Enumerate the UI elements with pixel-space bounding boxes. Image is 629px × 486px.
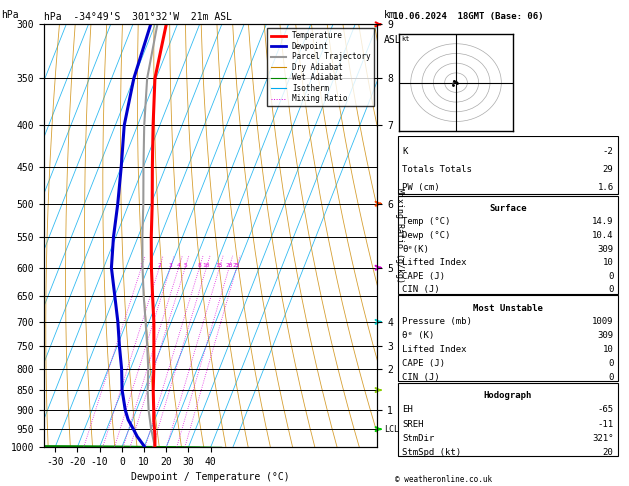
Text: LCL: LCL <box>384 425 399 434</box>
Text: 309: 309 <box>598 244 613 254</box>
Text: hPa: hPa <box>1 10 18 20</box>
Text: Temp (°C): Temp (°C) <box>403 217 451 226</box>
Text: kt: kt <box>402 36 410 42</box>
Text: CIN (J): CIN (J) <box>403 285 440 295</box>
Text: 0: 0 <box>608 373 613 382</box>
Text: 1009: 1009 <box>592 317 613 327</box>
Text: 10: 10 <box>603 258 613 267</box>
Text: 2: 2 <box>157 263 161 268</box>
Text: Pressure (mb): Pressure (mb) <box>403 317 472 327</box>
Text: 20: 20 <box>225 263 233 268</box>
Text: 29: 29 <box>603 165 613 174</box>
Text: 20: 20 <box>603 448 613 457</box>
Text: PW (cm): PW (cm) <box>403 183 440 192</box>
Text: 4: 4 <box>177 263 181 268</box>
Text: StmSpd (kt): StmSpd (kt) <box>403 448 462 457</box>
Text: CIN (J): CIN (J) <box>403 373 440 382</box>
Text: Hodograph: Hodograph <box>484 391 532 400</box>
Text: 15: 15 <box>216 263 223 268</box>
Text: 25: 25 <box>233 263 240 268</box>
Text: CAPE (J): CAPE (J) <box>403 359 445 368</box>
Bar <box>398 136 618 194</box>
Text: © weatheronline.co.uk: © weatheronline.co.uk <box>395 474 492 484</box>
Text: EH: EH <box>403 405 413 415</box>
Text: Surface: Surface <box>489 204 526 213</box>
Text: 10.06.2024  18GMT (Base: 06): 10.06.2024 18GMT (Base: 06) <box>393 12 543 21</box>
Text: 1: 1 <box>140 263 143 268</box>
Text: SREH: SREH <box>403 419 424 429</box>
Text: 10: 10 <box>603 345 613 354</box>
Text: Lifted Index: Lifted Index <box>403 258 467 267</box>
Text: 0: 0 <box>608 285 613 295</box>
X-axis label: Dewpoint / Temperature (°C): Dewpoint / Temperature (°C) <box>131 472 290 483</box>
Text: θᵉ(K): θᵉ(K) <box>403 244 429 254</box>
Text: -11: -11 <box>598 419 613 429</box>
Text: 1.6: 1.6 <box>598 183 613 192</box>
Text: km: km <box>384 10 396 20</box>
Text: Dewp (°C): Dewp (°C) <box>403 231 451 240</box>
Bar <box>398 195 618 294</box>
Text: 0: 0 <box>608 272 613 281</box>
Text: 321°: 321° <box>592 434 613 443</box>
Text: 5: 5 <box>183 263 187 268</box>
Bar <box>398 383 618 456</box>
Text: 10: 10 <box>203 263 210 268</box>
Text: 309: 309 <box>598 331 613 340</box>
Text: 8: 8 <box>198 263 201 268</box>
Bar <box>398 295 618 381</box>
Text: hPa  -34°49'S  301°32'W  21m ASL: hPa -34°49'S 301°32'W 21m ASL <box>44 12 232 22</box>
Text: θᵉ (K): θᵉ (K) <box>403 331 435 340</box>
Text: StmDir: StmDir <box>403 434 435 443</box>
Y-axis label: Mixing Ratio (g/kg): Mixing Ratio (g/kg) <box>395 188 404 283</box>
Text: CAPE (J): CAPE (J) <box>403 272 445 281</box>
Text: Totals Totals: Totals Totals <box>403 165 472 174</box>
Text: 14.9: 14.9 <box>592 217 613 226</box>
Text: ASL: ASL <box>384 35 402 45</box>
Legend: Temperature, Dewpoint, Parcel Trajectory, Dry Adiabat, Wet Adiabat, Isotherm, Mi: Temperature, Dewpoint, Parcel Trajectory… <box>267 28 374 106</box>
Text: Most Unstable: Most Unstable <box>473 304 543 312</box>
Text: K: K <box>403 147 408 156</box>
Text: 3: 3 <box>169 263 172 268</box>
Text: Lifted Index: Lifted Index <box>403 345 467 354</box>
Text: -2: -2 <box>603 147 613 156</box>
Text: -65: -65 <box>598 405 613 415</box>
Text: 0: 0 <box>608 359 613 368</box>
Text: 10.4: 10.4 <box>592 231 613 240</box>
